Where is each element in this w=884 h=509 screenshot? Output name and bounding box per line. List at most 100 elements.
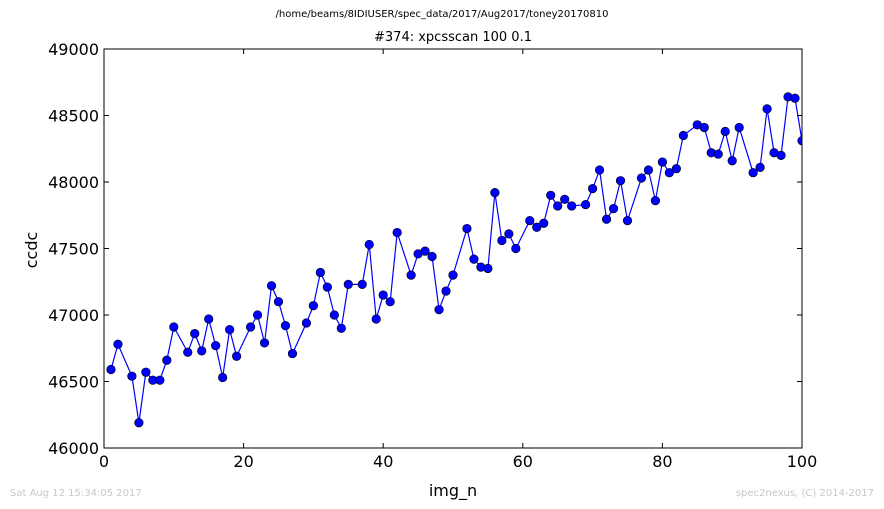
data-point [357,279,367,290]
series-line [110,96,802,423]
data-point [567,201,577,211]
data-point [252,310,263,320]
x-tick-label: 100 [787,452,818,471]
data-point [511,243,521,254]
figure-suptitle: /home/beams/8IDIUSER/spec_data/2017/Aug2… [275,9,609,20]
data-point [343,279,353,290]
data-point [587,184,598,194]
data-point [497,235,507,246]
y-tick-label: 46500 [48,373,99,392]
data-point [211,340,221,351]
data-point [308,301,319,311]
data-point [315,267,325,278]
footer-credit: spec2nexus, (C) 2014-2017 [735,488,874,499]
data-point [434,305,444,315]
data-point [441,286,451,296]
y-tick-label: 46000 [48,439,99,458]
data-point [483,263,493,274]
data-point [553,201,563,211]
x-tick-label: 0 [99,452,109,471]
plot-marks [106,92,802,428]
data-point [134,418,144,428]
data-point [622,215,633,226]
data-point [601,214,612,224]
y-tick-label: 48500 [48,107,99,126]
data-point [259,338,270,348]
data-point [650,196,661,206]
data-point [539,218,549,228]
data-point [245,322,256,332]
axes: 0 20 40 60 80 100 46000 46500 47000 47500 48000 485… [48,40,817,471]
data-point [266,281,277,291]
data-point [462,223,472,234]
data-point [790,93,800,103]
y-tick-label: 47000 [48,306,99,325]
data-point [106,364,116,375]
data-point [797,136,802,146]
data-point [406,270,416,280]
data-point [469,254,479,264]
data-point [664,168,674,178]
data-point [594,165,605,175]
data-point [636,173,647,183]
data-point [504,229,514,239]
data-point [141,367,151,377]
y-tick-label: 47500 [48,240,99,259]
x-tick-label: 40 [373,452,393,471]
data-point [190,329,200,339]
x-axis-label: img_n [429,481,477,501]
data-point [183,347,193,357]
y-tick-label: 49000 [48,40,99,59]
data-point [218,372,228,383]
data-point [169,322,179,332]
chart-title: #374: xpcsscan 100 0.1 [374,30,532,45]
data-point [713,149,723,159]
data-point [155,375,165,385]
data-point [581,200,591,210]
data-point [420,246,430,256]
data-point [427,251,437,262]
data-point [232,351,242,361]
data-point [204,314,214,324]
data-point [762,104,772,114]
data-point [776,150,786,160]
data-point [727,156,737,166]
data-point [608,204,619,214]
data-point [322,282,332,292]
data-point [490,188,500,198]
data-point [225,325,235,335]
data-point [615,176,626,186]
data-point [113,339,123,349]
data-point [748,168,758,178]
data-point [287,348,298,359]
data-point [560,194,570,204]
data-point [364,239,374,250]
data-point [197,346,207,356]
data-point [127,371,137,381]
data-point [336,323,346,333]
data-point [162,355,172,365]
data-point [378,290,388,300]
data-point [371,314,381,324]
data-point [755,162,765,172]
data-point [448,270,458,280]
data-point [546,190,556,200]
data-point [385,297,395,307]
x-tick-label: 80 [652,452,672,471]
y-tick-label: 48000 [48,173,99,192]
footer-timestamp: Sat Aug 12 15:34:05 2017 [10,488,142,499]
data-point [678,130,688,141]
x-tick-label: 20 [233,452,253,471]
data-point [734,122,744,133]
plot-frame [103,48,803,449]
data-point [699,122,709,133]
data-point [643,165,654,175]
x-tick-label: 60 [513,452,533,471]
data-point [280,321,291,331]
data-point [392,227,402,238]
y-axis-label: ccdc [22,232,41,269]
data-point [720,126,730,137]
data-point [329,310,339,320]
